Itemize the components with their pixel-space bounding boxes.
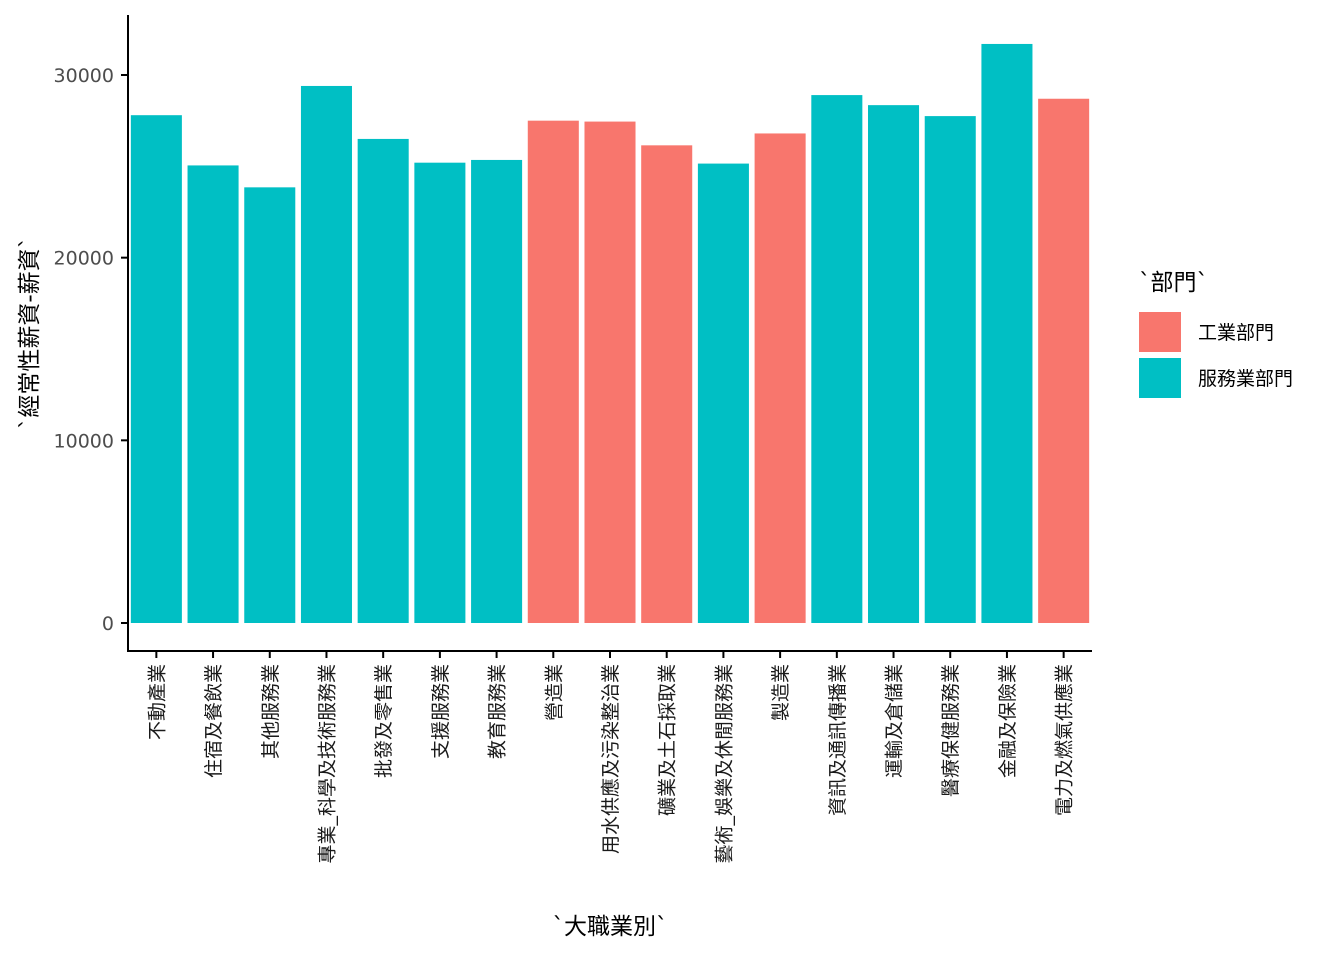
bar-10 xyxy=(641,145,693,623)
x-tick-label: 營造業 xyxy=(543,664,565,721)
bar-1 xyxy=(130,115,182,623)
bar-8 xyxy=(527,120,579,624)
bar-12 xyxy=(754,133,806,623)
legend-label-industry: 工業部門 xyxy=(1198,322,1274,344)
x-tick-label: 運輸及倉儲業 xyxy=(884,664,906,778)
bar-16 xyxy=(981,43,1033,623)
x-tick-label: 住宿及餐飲業 xyxy=(203,664,225,778)
bar-9 xyxy=(584,121,636,623)
bars-group xyxy=(130,43,1090,624)
bar-11 xyxy=(697,163,749,623)
x-tick-label: 其他服務業 xyxy=(260,664,282,759)
y-tick-label: 0 xyxy=(102,613,114,635)
bar-13 xyxy=(811,95,863,624)
bar-6 xyxy=(414,162,466,623)
x-tick-label: 礦業及土石採取業 xyxy=(657,664,679,816)
x-tick-label: 支援服務業 xyxy=(430,664,452,759)
x-axis-title: `大職業別` xyxy=(553,914,668,940)
x-tick-label: 批發及零售業 xyxy=(373,664,395,778)
x-tick-label: 不動產業 xyxy=(146,664,168,740)
y-tick-label: 30000 xyxy=(54,65,114,87)
y-tick-label: 20000 xyxy=(54,248,114,270)
legend: `部門` 工業部門 服務業部門 xyxy=(1139,270,1293,398)
x-tick-label: 醫療保健服務業 xyxy=(940,664,962,797)
x-tick-label: 藝術_娛樂及休閒服務業 xyxy=(713,664,735,864)
bar-5 xyxy=(357,138,409,623)
x-tick-label: 用水供應及污染整治業 xyxy=(599,664,622,854)
x-axis-ticks: 不動產業 住宿及餐飲業 其他服務業 專業_科學及技術服務業 批發及零售業 支援服務業 教育服… xyxy=(146,651,1076,864)
legend-label-service: 服務業部門 xyxy=(1198,368,1293,390)
x-tick-label: 資訊及通訊傳播業 xyxy=(827,664,849,816)
x-tick-label: 製造業 xyxy=(770,664,792,721)
y-axis-title: `經常性薪資-薪資` xyxy=(17,237,43,429)
x-tick-label: 電力及燃氣供應業 xyxy=(1053,664,1076,816)
bar-2 xyxy=(187,165,239,624)
bar-4 xyxy=(300,85,352,623)
bar-15 xyxy=(924,116,976,623)
legend-title: `部門` xyxy=(1139,270,1208,296)
x-tick-label: 金融及保險業 xyxy=(997,664,1019,778)
bar-3 xyxy=(244,187,296,623)
bar-7 xyxy=(471,159,523,623)
x-tick-label: 專業_科學及技術服務業 xyxy=(316,664,338,864)
legend-key-service xyxy=(1139,358,1181,398)
y-tick-label: 10000 xyxy=(54,430,114,452)
legend-key-industry xyxy=(1139,312,1181,352)
x-tick-label: 教育服務業 xyxy=(487,664,509,759)
bar-14 xyxy=(868,105,920,623)
bar-17 xyxy=(1038,98,1090,623)
y-axis-ticks: 0 10000 20000 30000 xyxy=(54,65,128,635)
